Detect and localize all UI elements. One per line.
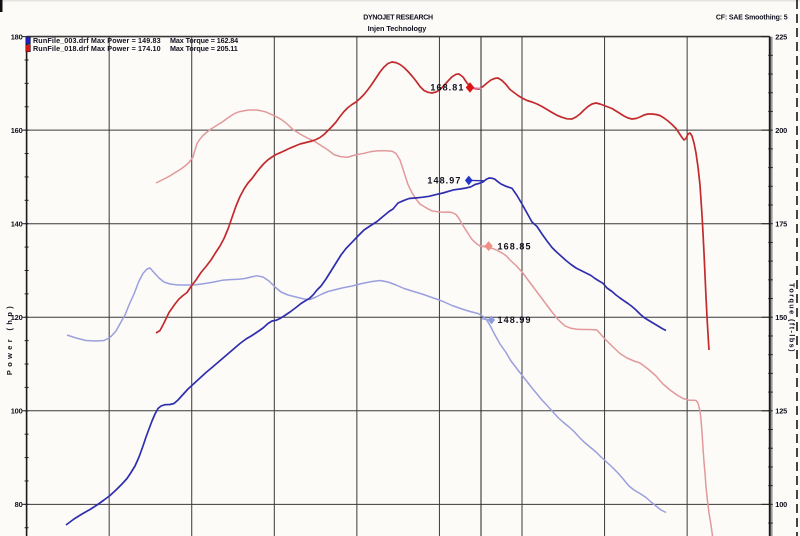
svg-text:175: 175 — [775, 220, 787, 229]
svg-text:225: 225 — [775, 32, 787, 41]
svg-text:Max Torque = 162.84: Max Torque = 162.84 — [170, 36, 238, 45]
svg-text:180: 180 — [11, 32, 23, 41]
svg-text:Max Torque = 205.11: Max Torque = 205.11 — [170, 44, 238, 53]
svg-text:Torque (ft-lbs): Torque (ft-lbs) — [787, 283, 796, 353]
svg-text:148.99: 148.99 — [498, 315, 532, 325]
svg-text:RunFile_003.drf Max Power = 14: RunFile_003.drf Max Power = 149.83 — [33, 36, 161, 45]
svg-text:Injen Technology: Injen Technology — [368, 24, 428, 33]
svg-text:140: 140 — [11, 220, 23, 229]
svg-text:168.85: 168.85 — [498, 241, 532, 251]
svg-text:Power (hp): Power (hp) — [5, 303, 14, 375]
svg-text:148.97: 148.97 — [427, 176, 461, 186]
svg-text:100: 100 — [775, 500, 787, 509]
svg-text:200: 200 — [775, 126, 787, 135]
svg-text:160: 160 — [11, 126, 23, 135]
svg-text:DYNOJET RESEARCH: DYNOJET RESEARCH — [363, 15, 433, 22]
svg-text:80: 80 — [15, 500, 23, 509]
svg-text:CF: SAE Smoothing: 5: CF: SAE Smoothing: 5 — [716, 14, 788, 21]
svg-text:150: 150 — [775, 313, 787, 322]
svg-text:RunFile_018.drf Max Power = 17: RunFile_018.drf Max Power = 174.10 — [33, 44, 161, 53]
svg-text:120: 120 — [11, 313, 23, 322]
svg-text:100: 100 — [11, 407, 23, 416]
svg-text:168.81: 168.81 — [430, 83, 464, 93]
svg-text:125: 125 — [775, 407, 787, 416]
